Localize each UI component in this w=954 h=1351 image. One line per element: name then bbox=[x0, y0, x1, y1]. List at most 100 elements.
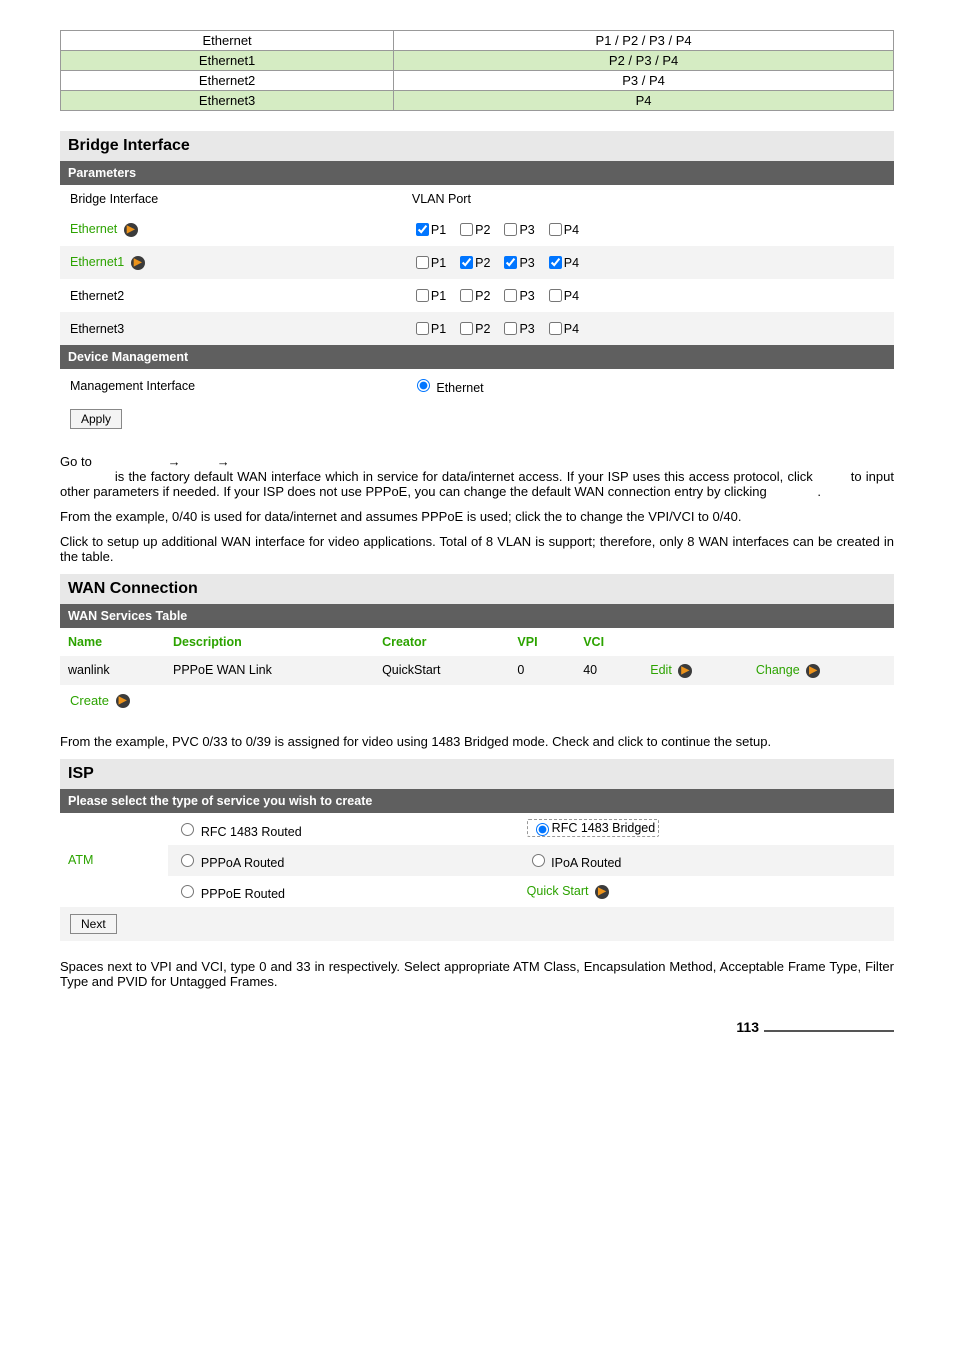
cell-ports: P4 bbox=[394, 91, 894, 111]
isp-opt-pppoa[interactable]: PPPoA Routed bbox=[168, 845, 518, 876]
apply-button[interactable]: Apply bbox=[70, 409, 122, 429]
port-label: P1 bbox=[431, 256, 446, 270]
port-checkbox[interactable]: P3 bbox=[500, 286, 534, 305]
port-checkbox[interactable]: P2 bbox=[456, 253, 490, 272]
label-rfc1483bridged: RFC 1483 Bridged bbox=[552, 821, 656, 835]
port-label: P3 bbox=[519, 289, 534, 303]
port-checkbox[interactable]: P3 bbox=[500, 220, 534, 239]
isp-opt-pppoe[interactable]: PPPoE Routed bbox=[168, 876, 518, 907]
port-checkbox-input[interactable] bbox=[460, 322, 473, 335]
isp-opt-rfc1483routed[interactable]: RFC 1483 Routed bbox=[168, 813, 518, 845]
wan-connection-panel: WAN Connection WAN Services Table Name D… bbox=[60, 574, 894, 716]
col-header-vlan: VLAN Port bbox=[412, 192, 884, 206]
p1-part-d: . bbox=[817, 484, 821, 499]
paragraph-5: Spaces next to VPI and VCI, type 0 and 3… bbox=[60, 959, 894, 989]
management-radio-ethernet[interactable] bbox=[417, 379, 430, 392]
port-checkbox-input[interactable] bbox=[504, 256, 517, 269]
wan-header-row: Name Description Creator VPI VCI bbox=[60, 628, 894, 656]
paragraph-2: From the example, 0/40 is used for data/… bbox=[60, 509, 894, 524]
wan-h-vpi: VPI bbox=[509, 628, 575, 656]
cell-ports: P1 / P2 / P3 / P4 bbox=[394, 31, 894, 51]
port-checkbox-input[interactable] bbox=[416, 289, 429, 302]
port-checkbox-input[interactable] bbox=[549, 256, 562, 269]
cell-interface: Ethernet1 bbox=[61, 51, 394, 71]
wan-h-name: Name bbox=[60, 628, 165, 656]
port-checkbox-input[interactable] bbox=[460, 223, 473, 236]
port-checkbox[interactable]: P2 bbox=[456, 319, 490, 338]
port-checkbox-input[interactable] bbox=[549, 322, 562, 335]
port-checkbox[interactable]: P3 bbox=[500, 319, 534, 338]
management-value: Ethernet bbox=[412, 376, 884, 395]
isp-opt-ipoa[interactable]: IPoA Routed bbox=[519, 845, 894, 876]
ethernet-mapping-row: EthernetP1 / P2 / P3 / P4 bbox=[61, 31, 894, 51]
port-checkbox[interactable]: P3 bbox=[500, 253, 534, 272]
port-checkbox[interactable]: P4 bbox=[545, 286, 579, 305]
port-checkbox-input[interactable] bbox=[416, 322, 429, 335]
port-checkbox[interactable]: P4 bbox=[545, 319, 579, 338]
port-label: P1 bbox=[431, 289, 446, 303]
page-footer: 113 bbox=[60, 1019, 894, 1035]
label-ipoa: IPoA Routed bbox=[551, 856, 621, 870]
management-row: Management Interface Ethernet bbox=[60, 369, 894, 402]
bridge-row-label[interactable]: Ethernet1 ▶ bbox=[70, 255, 412, 270]
arrow-circle-icon: ▶ bbox=[678, 664, 692, 678]
arrow-circle-icon: ▶ bbox=[595, 885, 609, 899]
bridge-row-ports: P1 P2 P3 P4 bbox=[412, 253, 884, 272]
port-checkbox-input[interactable] bbox=[416, 256, 429, 269]
next-button[interactable]: Next bbox=[70, 914, 117, 934]
arrow-icon: → bbox=[168, 454, 181, 469]
port-checkbox-input[interactable] bbox=[549, 223, 562, 236]
bridge-row-ports: P1 P2 P3 P4 bbox=[412, 286, 884, 305]
wan-h-desc: Description bbox=[165, 628, 374, 656]
wan-create-link[interactable]: Create ▶ bbox=[60, 685, 894, 717]
bridge-row-ports: P1 P2 P3 P4 bbox=[412, 220, 884, 239]
port-label: P3 bbox=[519, 256, 534, 270]
port-label: P3 bbox=[519, 223, 534, 237]
wan-h-vci: VCI bbox=[575, 628, 642, 656]
bridge-row-label[interactable]: Ethernet ▶ bbox=[70, 222, 412, 237]
port-checkbox[interactable]: P4 bbox=[545, 253, 579, 272]
cell-interface: Ethernet3 bbox=[61, 91, 394, 111]
port-checkbox[interactable]: P4 bbox=[545, 220, 579, 239]
port-checkbox-input[interactable] bbox=[460, 256, 473, 269]
arrow-circle-icon: ▶ bbox=[124, 223, 138, 237]
port-checkbox-input[interactable] bbox=[504, 322, 517, 335]
radio-ipoa[interactable] bbox=[532, 854, 545, 867]
port-checkbox[interactable]: P2 bbox=[456, 220, 490, 239]
port-checkbox[interactable]: P1 bbox=[412, 220, 446, 239]
device-management-header: Device Management bbox=[60, 345, 894, 369]
port-label: P4 bbox=[564, 289, 579, 303]
isp-panel-title: ISP bbox=[60, 759, 894, 789]
isp-quickstart-link[interactable]: Quick Start ▶ bbox=[519, 876, 894, 907]
port-checkbox-input[interactable] bbox=[416, 223, 429, 236]
port-checkbox[interactable]: P2 bbox=[456, 286, 490, 305]
management-label: Management Interface bbox=[70, 379, 412, 393]
cell-ports: P2 / P3 / P4 bbox=[394, 51, 894, 71]
port-checkbox[interactable]: P1 bbox=[412, 286, 446, 305]
cell-interface: Ethernet2 bbox=[61, 71, 394, 91]
radio-pppoe[interactable] bbox=[181, 885, 194, 898]
radio-rfc1483bridged[interactable] bbox=[536, 823, 549, 836]
port-checkbox-input[interactable] bbox=[460, 289, 473, 302]
arrow-circle-icon: ▶ bbox=[131, 256, 145, 270]
cell-ports: P3 / P4 bbox=[394, 71, 894, 91]
radio-rfc1483routed[interactable] bbox=[181, 823, 194, 836]
isp-options-table: ATM RFC 1483 Routed RFC 1483 Bridged PPP… bbox=[60, 813, 894, 907]
port-checkbox[interactable]: P1 bbox=[412, 253, 446, 272]
port-checkbox[interactable]: P1 bbox=[412, 319, 446, 338]
ethernet-mapping-table: EthernetP1 / P2 / P3 / P4Ethernet1P2 / P… bbox=[60, 30, 894, 111]
wan-name: wanlink bbox=[60, 656, 165, 685]
isp-opt-rfc1483bridged[interactable]: RFC 1483 Bridged bbox=[519, 813, 894, 845]
port-checkbox-input[interactable] bbox=[504, 223, 517, 236]
wan-change-link[interactable]: Change ▶ bbox=[748, 656, 894, 685]
wan-vci: 40 bbox=[575, 656, 642, 685]
port-label: P1 bbox=[431, 223, 446, 237]
bridge-row: Ethernet1 ▶ P1 P2 P3 P4 bbox=[60, 246, 894, 279]
wan-edit-link[interactable]: Edit ▶ bbox=[642, 656, 748, 685]
bridge-row-label: Ethernet2 bbox=[70, 289, 412, 303]
cell-interface: Ethernet bbox=[61, 31, 394, 51]
radio-pppoa[interactable] bbox=[181, 854, 194, 867]
port-checkbox-input[interactable] bbox=[549, 289, 562, 302]
bridge-panel-title: Bridge Interface bbox=[60, 131, 894, 161]
port-checkbox-input[interactable] bbox=[504, 289, 517, 302]
